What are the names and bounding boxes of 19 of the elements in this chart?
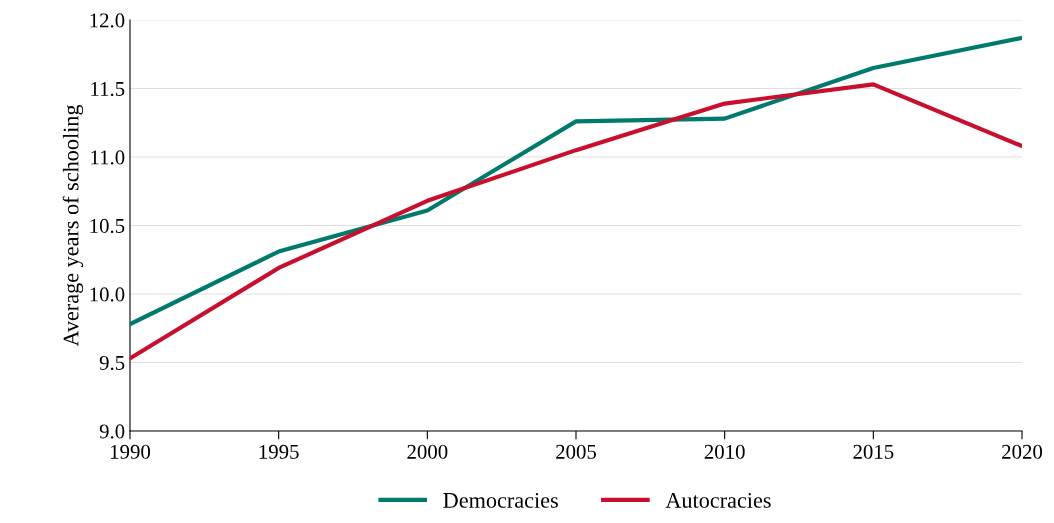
y-axis-title: Average years of schooling	[62, 104, 84, 347]
x-tick-label: 1995	[259, 444, 299, 459]
y-tick-label: 11.5	[91, 81, 125, 97]
x-tick-label: 2000	[407, 444, 448, 459]
x-tick-label: 1990	[111, 444, 151, 459]
x-tick-label: 2020	[1002, 444, 1043, 459]
y-tick-label: 12.0	[90, 13, 125, 28]
line-series	[130, 82, 1022, 361]
y-tick-label: 10.0	[90, 287, 125, 302]
y-tick-label: 9.5	[99, 355, 125, 371]
legend-label: Democracies	[443, 492, 558, 508]
x-tick-label: 2005	[556, 444, 597, 459]
y-tick-label: 11.0	[91, 150, 125, 165]
x-tick-label: 2015	[853, 444, 894, 459]
x-tick-label: 2010	[704, 444, 745, 459]
y-tick-label: 10.5	[90, 218, 125, 234]
legend-label: Autocracies	[665, 492, 771, 508]
line-series	[130, 35, 1022, 327]
y-tick-label: 9.0	[99, 424, 125, 439]
